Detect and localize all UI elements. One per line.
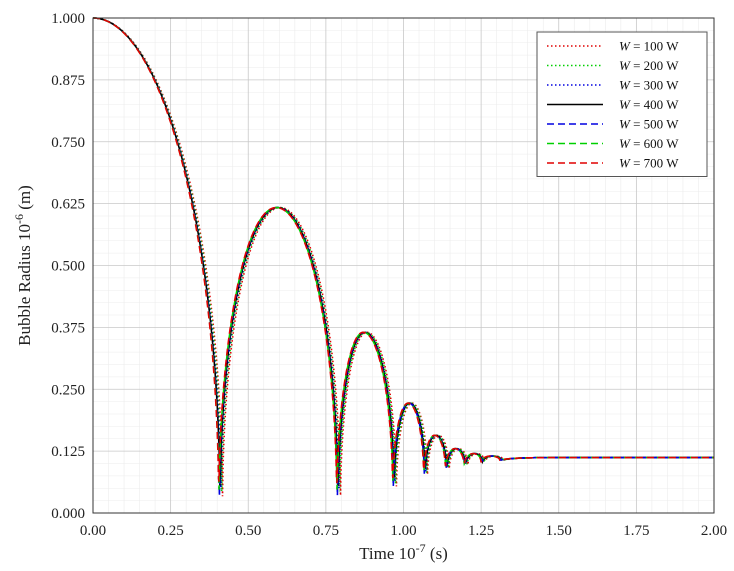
- legend-label-symbol: W: [619, 58, 631, 73]
- y-axis-label-suffix: (m): [15, 185, 34, 214]
- y-tick-label: 0.250: [51, 382, 85, 398]
- y-tick-label: 0.625: [51, 197, 85, 213]
- x-tick-label: 1.25: [468, 523, 494, 539]
- legend-label-symbol: W: [619, 156, 631, 171]
- y-tick-label: 1.000: [51, 11, 85, 27]
- legend-item: W = 100 W: [547, 39, 679, 54]
- y-tick-label: 0.000: [51, 506, 85, 522]
- x-tick-label: 0.50: [235, 523, 261, 539]
- x-tick-label: 1.50: [546, 523, 572, 539]
- legend: W = 100 WW = 200 WW = 300 WW = 400 WW = …: [536, 31, 708, 177]
- series-layer: [93, 17, 714, 497]
- series-line: [93, 17, 714, 484]
- x-axis-label-exponent: -7: [416, 541, 426, 555]
- legend-label-value: = 700 W: [630, 156, 679, 171]
- legend-label: W = 500 W: [619, 117, 679, 132]
- plot-area-frame: [92, 17, 715, 514]
- x-tick-label: 0.00: [80, 523, 106, 539]
- x-tick-label: 2.00: [701, 523, 727, 539]
- x-tick-label: 0.25: [158, 523, 184, 539]
- legend-label: W = 200 W: [619, 58, 679, 73]
- legend-label-symbol: W: [619, 97, 631, 112]
- legend-label: W = 600 W: [619, 136, 679, 151]
- x-tick-label: 0.75: [313, 523, 339, 539]
- y-tick-label: 0.125: [51, 444, 85, 460]
- x-axis-ticks: 0.00 0.25 0.50 0.75 1.00 1.25 1.50 1.75 2.00: [80, 523, 727, 539]
- y-tick-label: 0.875: [51, 73, 85, 89]
- legend-item: W = 300 W: [547, 78, 679, 93]
- legend-label: W = 400 W: [619, 97, 679, 112]
- legend-item: W = 400 W: [547, 97, 679, 112]
- legend-items: W = 100 WW = 200 WW = 300 WW = 400 WW = …: [547, 39, 679, 171]
- legend-label-value: = 400 W: [630, 97, 679, 112]
- legend-label-value: = 100 W: [630, 39, 679, 54]
- y-tick-label: 0.375: [51, 320, 85, 336]
- series-line: [93, 17, 714, 497]
- legend-label-symbol: W: [619, 39, 631, 54]
- legend-item: W = 500 W: [547, 117, 679, 132]
- y-axis-ticks: 0.000 0.125 0.250 0.375 0.500 0.625 0.750 0.875…: [51, 11, 85, 522]
- legend-label-value: = 200 W: [630, 58, 679, 73]
- legend-item: W = 600 W: [547, 136, 679, 151]
- x-tick-label: 1.75: [623, 523, 649, 539]
- x-axis-label-prefix: Time 10: [359, 544, 416, 563]
- y-tick-label: 0.750: [51, 135, 85, 151]
- x-axis-label: Time 10-7 (s): [359, 541, 448, 563]
- legend-label-value: = 600 W: [630, 136, 679, 151]
- legend-label-symbol: W: [619, 117, 631, 132]
- legend-label-symbol: W: [619, 136, 631, 151]
- y-axis-label-prefix: Bubble Radius 10: [15, 224, 34, 346]
- legend-item: W = 200 W: [547, 58, 679, 73]
- legend-label: W = 100 W: [619, 39, 679, 54]
- x-axis-label-suffix: (s): [426, 544, 448, 563]
- x-tick-label: 1.00: [390, 523, 416, 539]
- y-tick-label: 0.500: [51, 259, 85, 275]
- y-axis-label: Bubble Radius 10-6 (m): [12, 185, 34, 346]
- legend-label: W = 300 W: [619, 78, 679, 93]
- y-axis-label-exponent: -6: [12, 214, 26, 224]
- legend-label-value: = 500 W: [630, 117, 679, 132]
- legend-label: W = 700 W: [619, 156, 679, 171]
- legend-label-value: = 300 W: [630, 78, 679, 93]
- legend-item: W = 700 W: [547, 156, 679, 171]
- legend-label-symbol: W: [619, 78, 631, 93]
